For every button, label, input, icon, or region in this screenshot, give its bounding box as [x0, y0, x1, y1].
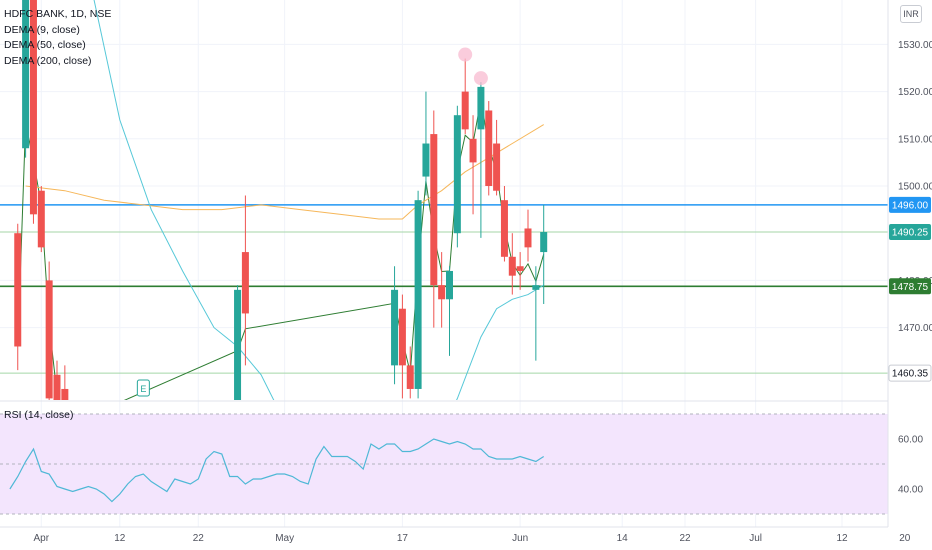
time-tick-label: 22	[679, 533, 691, 544]
candle-body	[406, 365, 414, 389]
time-tick-label: 22	[193, 533, 205, 544]
candle-body	[477, 86, 485, 130]
candle-body	[493, 143, 501, 191]
rsi-line	[9, 438, 545, 503]
indicator-dema-200[interactable]: DEMA (200, close)	[4, 54, 92, 67]
candle-body	[438, 285, 446, 300]
price-tag-bg	[889, 196, 931, 213]
candle-body	[453, 115, 461, 234]
rsi-tick-label: 60.00	[898, 435, 923, 446]
indicator-dema-50[interactable]: DEMA (50, close)	[4, 39, 86, 51]
candle-body	[532, 285, 540, 290]
candle-body	[446, 270, 453, 300]
dema-200-line	[93, 0, 544, 400]
rsi-legend[interactable]: RSI (14, close)	[4, 409, 74, 421]
price-tick-label: 1530.00	[898, 40, 932, 51]
candle-body	[540, 232, 548, 253]
candle-body	[414, 200, 422, 389]
earnings-marker-label: E	[140, 384, 146, 394]
price-tick-label: 1470.00	[898, 323, 932, 334]
time-tick-label: Jun	[512, 533, 528, 544]
candle-body	[469, 138, 477, 163]
price-tag-bg	[889, 278, 931, 295]
candle-body	[61, 388, 69, 400]
time-tick-label: Apr	[34, 533, 50, 544]
price-tag-bg	[888, 364, 932, 382]
markers: E	[136, 47, 488, 397]
price-axis-bg	[888, 0, 932, 550]
price-tag-bg	[889, 224, 931, 241]
candle-body	[524, 228, 532, 248]
symbol-title[interactable]: HDFC BANK, 1D, NSE	[4, 8, 112, 20]
candle-body	[37, 190, 45, 248]
candle-body	[398, 308, 406, 366]
candle-body	[22, 0, 30, 149]
candle-body	[485, 110, 493, 186]
candle-body	[29, 0, 37, 215]
candle-body	[430, 134, 438, 286]
time-tick-label: 14	[617, 533, 629, 544]
candle-body	[508, 256, 516, 276]
price-tags: 1496.00 1490.25 1478.75 1460.35	[888, 196, 932, 382]
chart-legend: HDFC BANK, 1D, NSE DEMA (9, close) DEMA …	[4, 7, 111, 69]
time-tick-label: 20	[899, 533, 911, 544]
price-tag-label: 1490.25	[892, 228, 929, 239]
candle-body	[461, 91, 469, 130]
candle-body	[14, 233, 22, 347]
time-tick-label: 12	[836, 533, 848, 544]
time-tick-label: 12	[114, 533, 126, 544]
price-tag-label: 1460.35	[892, 369, 929, 380]
candle-body	[516, 266, 524, 271]
candle-body	[45, 280, 53, 399]
horizontal-levels	[0, 204, 888, 374]
high-marker	[458, 47, 473, 62]
price-tag-label: 1478.75	[892, 282, 929, 293]
candle-body	[391, 289, 399, 366]
candle-body	[241, 252, 249, 314]
candle-body	[422, 143, 430, 177]
rsi-panel	[0, 413, 888, 515]
earnings-marker	[136, 379, 150, 397]
time-tick-label: May	[275, 533, 294, 544]
price-tick-label: 1510.00	[898, 134, 932, 145]
indicator-dema-9[interactable]: DEMA (9, close)	[4, 23, 80, 36]
price-tick-label: 1500.00	[898, 182, 932, 193]
candle-body	[500, 200, 508, 257]
currency-badge[interactable]: INR	[900, 5, 922, 23]
time-tick-label: 17	[397, 533, 409, 544]
high-marker	[473, 71, 488, 86]
time-tick-label: Jul	[749, 533, 762, 544]
candle-body	[234, 289, 242, 400]
candle-body	[53, 374, 61, 400]
dema-9-line	[17, 99, 545, 400]
rsi-tick-label: 40.00	[898, 485, 923, 496]
candles[interactable]	[14, 0, 548, 446]
price-tag-label: 1496.00	[892, 200, 929, 211]
price-tick-label: 1520.00	[898, 87, 932, 98]
